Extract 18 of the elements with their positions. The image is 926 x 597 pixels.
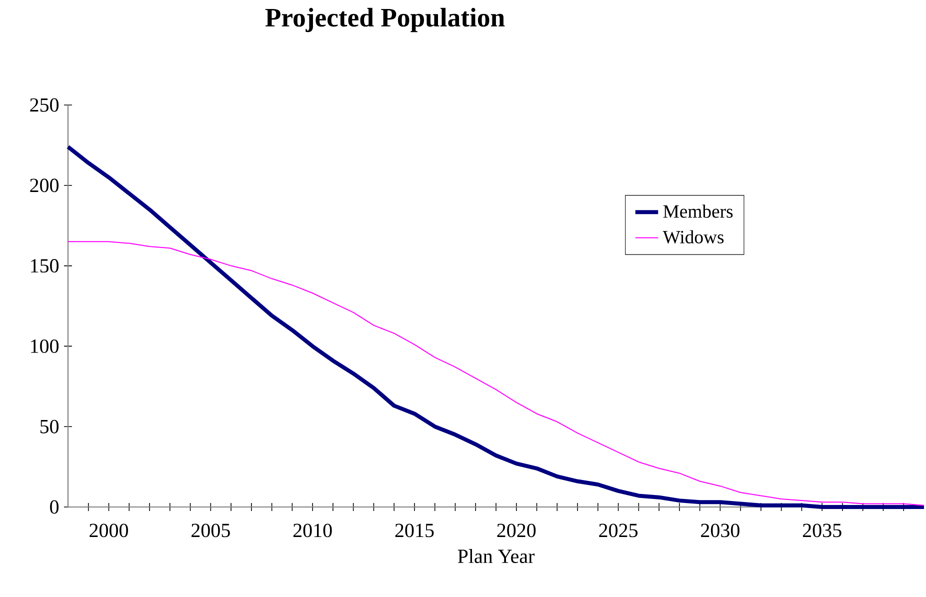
x-tick-label: 2000 [90, 524, 128, 538]
y-tick-label: 0 [50, 500, 59, 514]
x-tick-label: 2005 [192, 524, 230, 538]
chart-title: Projected Population [265, 8, 505, 32]
x-axis-title: Plan Year [458, 549, 535, 564]
x-tick-label: 2020 [497, 524, 536, 538]
x-tick-label: 2035 [802, 524, 842, 538]
y-tick-label: 150 [31, 259, 59, 273]
x-tick-label: 2015 [395, 524, 434, 538]
legend-label: Members [663, 204, 733, 218]
x-tick-label: 2010 [293, 524, 332, 538]
y-tick-label: 50 [40, 420, 59, 434]
x-tick-label: 2025 [599, 524, 638, 538]
y-tick-label: 200 [30, 178, 59, 192]
y-tick-label: 100 [31, 339, 59, 353]
x-tick-label: 2030 [701, 524, 740, 538]
y-tick-label: 250 [30, 98, 59, 112]
legend-label: Widows [662, 230, 724, 244]
